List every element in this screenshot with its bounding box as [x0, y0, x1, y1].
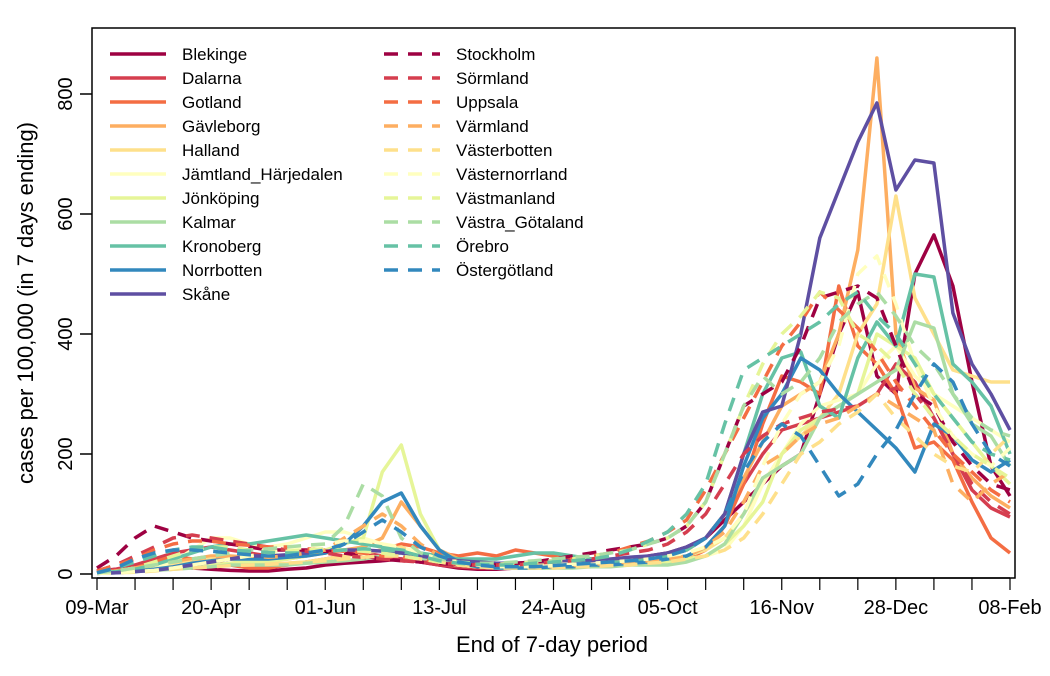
series-lines: [96, 56, 1012, 576]
series-line-gotland: [96, 284, 1012, 575]
legend-label: Västmanland: [456, 189, 555, 208]
legend-label: Uppsala: [456, 93, 519, 112]
x-tick-label: 01-Jun: [295, 597, 356, 619]
x-axis-label: End of 7-day period: [456, 632, 648, 657]
legend-label: Kalmar: [182, 213, 236, 232]
legend-label: Dalarna: [182, 69, 242, 88]
series-line-västra_götaland: [96, 290, 1011, 575]
legend-label: Sörmland: [456, 69, 529, 88]
y-tick-label: 0: [55, 568, 77, 579]
x-tick-label: 05-Oct: [638, 597, 698, 619]
legend-label: Stockholm: [456, 45, 535, 64]
legend-label: Örebro: [456, 237, 509, 256]
legend-label: Gävleborg: [182, 117, 260, 136]
series-line-örebro: [96, 290, 1011, 575]
y-tick-label: 400: [55, 317, 77, 350]
series-line-uppsala: [96, 290, 1011, 573]
legend-label: Gotland: [182, 93, 242, 112]
series-line-västmanland: [96, 290, 1011, 575]
series-line-blekinge: [96, 233, 1012, 573]
legend-label: Skåne: [182, 285, 230, 304]
legend: Blekinge Dalarna Gotland Gävleborg Halland Jä…: [110, 45, 584, 304]
x-tick-label: 09-Mar: [65, 597, 129, 619]
legend-label: Jönköping: [182, 189, 260, 208]
legend-label: Blekinge: [182, 45, 247, 64]
x-tick-label: 24-Aug: [521, 597, 586, 619]
x-tick-label: 28-Dec: [864, 597, 928, 619]
y-axis: 0 200 400 600 800: [55, 77, 92, 580]
series-line-stockholm: [96, 284, 1011, 570]
y-tick-label: 600: [55, 197, 77, 230]
legend-label: Östergötland: [456, 261, 553, 280]
legend-label: Kronoberg: [182, 237, 261, 256]
x-tick-label: 13-Jul: [412, 597, 466, 619]
legend-label: Västernorrland: [456, 165, 568, 184]
legend-label: Jämtland_Härjedalen: [182, 165, 343, 184]
y-tick-label: 800: [55, 77, 77, 110]
x-tick-label: 20-Apr: [181, 597, 241, 619]
legend-label: Västerbotten: [456, 141, 552, 160]
series-line-västerbotten: [96, 392, 1012, 576]
x-tick-label: 08-Feb: [978, 597, 1041, 619]
x-tick-label: 16-Nov: [750, 597, 814, 619]
legend-label: Västra_Götaland: [456, 213, 584, 232]
y-axis-label: cases per 100,000 (in 7 days ending): [13, 122, 38, 484]
series-line-östergötland: [96, 362, 1011, 575]
legend-label: Värmland: [456, 117, 529, 136]
legend-label: Norrbotten: [182, 261, 262, 280]
series-line-västernorrland: [96, 254, 1012, 576]
series-line-kronoberg: [96, 272, 1012, 575]
legend-label: Halland: [182, 141, 240, 160]
y-tick-label: 200: [55, 437, 77, 470]
x-axis: 09-Mar 20-Apr 01-Jun 13-Jul 24-Aug 05-Oct 16-N…: [65, 577, 1042, 619]
